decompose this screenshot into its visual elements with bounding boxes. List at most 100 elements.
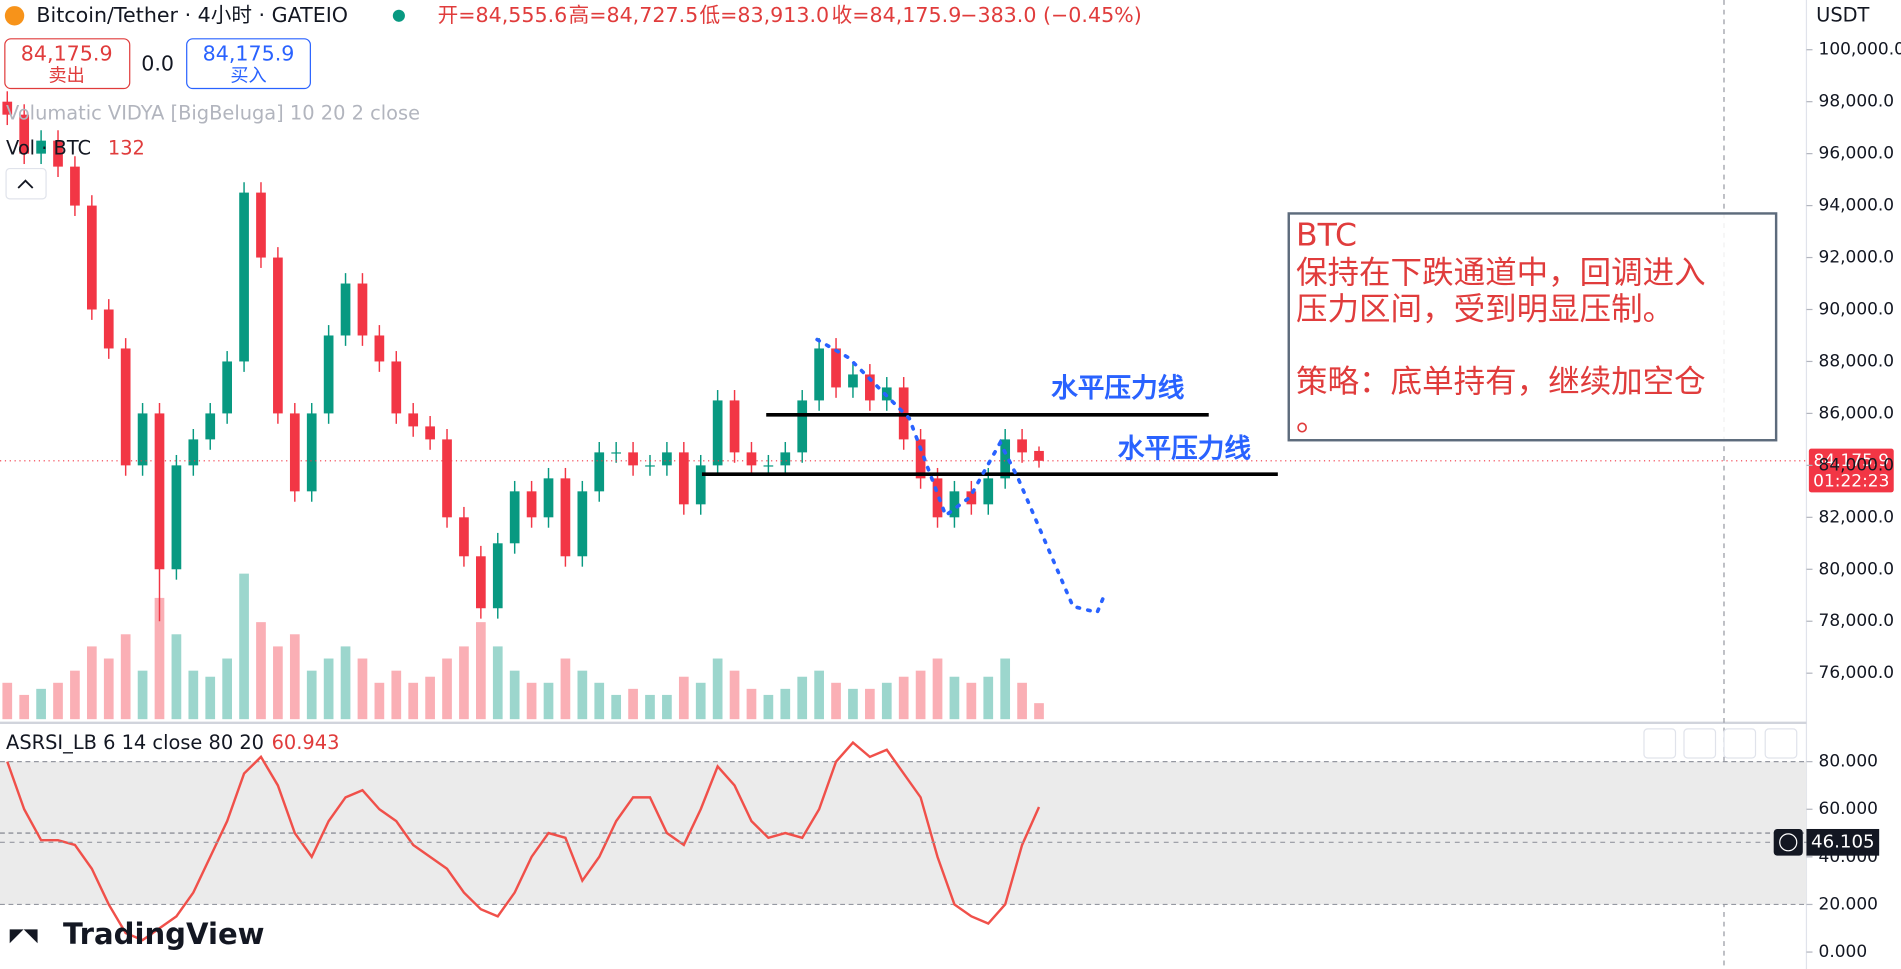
candle-body — [188, 439, 199, 466]
rsi-line — [6, 740, 1041, 942]
change: −383.0 (−0.45%) — [960, 3, 1142, 27]
note-line: 压力区间，受到明显压制。 — [1296, 291, 1674, 327]
candle-body — [814, 348, 824, 401]
y-tick-label: 90,000.0 — [1819, 299, 1895, 319]
candle-body — [36, 140, 46, 154]
note-line: 保持在下跌通道中，回调进入 — [1296, 255, 1706, 291]
countdown-label: 01:22:23 — [1813, 471, 1889, 491]
candle-body — [306, 413, 317, 492]
candle-body — [915, 439, 926, 479]
candle-body — [103, 309, 114, 349]
volume-bar — [391, 670, 402, 720]
collapse-icon — [17, 179, 34, 189]
volume-bar — [763, 694, 774, 720]
candle-body — [966, 491, 977, 505]
volume-bar — [171, 634, 182, 720]
candle-body — [628, 452, 638, 466]
sell-button[interactable] — [4, 38, 131, 90]
maximize-button[interactable] — [1764, 728, 1798, 759]
candle-body — [442, 439, 452, 518]
crosshair-plus-button — [1773, 828, 1803, 856]
collapse-pane-button[interactable] — [1723, 728, 1757, 759]
y-tick-label: 80,000.0 — [1819, 559, 1895, 579]
candle-body — [323, 335, 334, 414]
volume-bar — [915, 670, 926, 720]
volume-bar — [1000, 658, 1011, 720]
volume-bar — [425, 676, 435, 720]
candle-body — [459, 517, 469, 557]
candle-body — [205, 413, 216, 440]
y-tick-label: 94,000.0 — [1819, 196, 1895, 216]
candle-body — [171, 465, 182, 570]
indicator-rsi: ASRSI_LB 6 14 close 80 20 — [6, 731, 264, 754]
drawing-label: 水平压力线 — [1118, 433, 1252, 464]
volume-bar — [256, 622, 266, 720]
crosshair-badge — [1806, 828, 1880, 856]
volume-bar — [695, 682, 706, 720]
candle-body — [526, 491, 537, 518]
volume-bar — [19, 694, 30, 720]
note-title: BTC — [1296, 217, 1357, 253]
volume-bar — [340, 646, 351, 720]
y-tick-label: 92,000.0 — [1819, 248, 1895, 268]
volume-bar — [492, 646, 503, 720]
candle-body — [289, 413, 300, 492]
candle-body — [949, 491, 960, 518]
candle-body — [763, 465, 774, 467]
y-tick-label: 20.000 — [1819, 894, 1878, 914]
candle-body — [509, 491, 520, 544]
volume-bar — [848, 688, 858, 720]
market-status — [392, 9, 405, 22]
candle-body — [712, 400, 723, 466]
buy-button[interactable] — [186, 38, 311, 90]
volume-bar — [1017, 682, 1027, 720]
volume-bar — [898, 676, 909, 720]
y-tick-label: 0.000 — [1819, 942, 1868, 962]
indicator-vol: Vol · BTC — [6, 137, 91, 160]
volume-bar — [577, 670, 588, 720]
volume-bar — [560, 658, 571, 720]
ohlc: 高=84,727.5 — [569, 3, 699, 27]
candle-body — [729, 400, 740, 453]
candle-body — [357, 283, 368, 336]
candle-body — [577, 491, 588, 557]
candle-body — [678, 452, 689, 505]
volume-bar — [273, 646, 283, 720]
move-up-button[interactable] — [1643, 728, 1677, 759]
candle-body — [983, 478, 994, 505]
buy-label: 买入 — [230, 65, 266, 86]
sell-label: 卖出 — [49, 65, 85, 86]
candle-body — [476, 556, 486, 609]
drawing-label: 水平压力线 — [1051, 373, 1185, 404]
candle-body — [374, 335, 385, 362]
volume-bar — [932, 658, 943, 720]
volume-bar — [36, 688, 46, 720]
candle-body — [645, 465, 655, 467]
volume-bar — [628, 688, 638, 720]
collapse-button[interactable] — [5, 167, 47, 200]
volume-bar — [222, 658, 233, 720]
candle-body — [239, 192, 249, 362]
volume-bar — [594, 682, 605, 720]
candle-body — [256, 192, 266, 258]
volume-bar — [137, 670, 148, 720]
rsi-band-group — [0, 761, 1807, 906]
candle-body — [120, 348, 131, 466]
candle-body — [425, 426, 435, 440]
note-line: 策略：底单持有，继续加空仓 — [1296, 364, 1706, 400]
volume-bar — [120, 634, 131, 720]
candle-body — [492, 543, 503, 609]
candle-body — [137, 413, 148, 466]
volume-bar — [53, 682, 63, 720]
candle-body — [1000, 439, 1011, 479]
volume-bar — [645, 694, 655, 720]
currency: USDT — [1816, 3, 1869, 26]
y-tick-label: 88,000.0 — [1819, 351, 1895, 371]
y-tick-label: 84,000.0 — [1819, 455, 1895, 475]
candle-body — [1034, 450, 1044, 461]
delete-button[interactable] — [1683, 728, 1717, 759]
sell-price: 84,175.9 — [21, 42, 113, 66]
candle-body — [222, 361, 233, 414]
y-tick-label: 78,000.0 — [1819, 611, 1895, 631]
